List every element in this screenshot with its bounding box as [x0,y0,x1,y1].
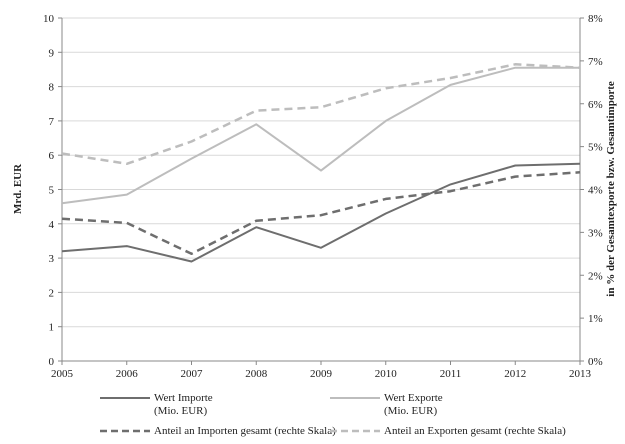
left-tick-label: 2 [49,287,55,299]
left-tick-label: 0 [49,356,55,368]
left-tick-label: 7 [49,116,55,128]
right-axis-ticks: 0% 1% 2% 3% 4% 5% 6% 7% 8% [580,13,603,368]
right-tick-label: 8% [588,13,603,25]
legend-label-importe: Wert Importe [154,392,213,404]
x-tick-label: 2006 [116,368,139,380]
left-tick-label: 1 [49,322,55,334]
right-tick-label: 7% [588,56,603,68]
series-line-1 [61,162,581,263]
legend-label-exporte-unit: (Mio. EUR) [384,405,438,417]
left-tick-label: 3 [49,253,55,265]
legend: Wert Importe (Mio. EUR) Wert Exporte (Mi… [100,392,566,437]
right-tick-label: 3% [588,227,603,239]
right-tick-label: 1% [588,313,603,325]
x-tick-label: 2005 [51,368,74,380]
series-lines [61,63,581,263]
left-tick-label: 8 [49,82,55,94]
x-tick-label: 2008 [245,368,268,380]
right-tick-label: 2% [588,270,603,282]
left-tick-label: 9 [49,47,55,59]
x-tick-label: 2009 [310,368,333,380]
right-tick-label: 6% [588,99,603,111]
left-tick-label: 10 [43,13,55,25]
x-axis-ticks: 2005 2006 2007 2008 2009 2010 2011 2012 2013 [51,361,592,380]
x-tick-label: 2013 [569,368,592,380]
x-tick-label: 2012 [504,368,526,380]
left-tick-label: 6 [49,150,55,162]
series-line-3 [61,171,581,256]
left-axis-title: Mrd. EUR [12,163,24,214]
left-tick-label: 4 [49,219,55,231]
legend-label-anteil-importe: Anteil an Importen gesamt (rechte Skala) [154,425,336,437]
legend-label-exporte: Wert Exporte [384,392,443,404]
gridlines [62,17,580,328]
right-axis-title: in % der Gesamtexporte bzw. Gesamtimport… [605,81,617,297]
x-tick-label: 2007 [181,368,204,380]
left-tick-label: 5 [49,185,55,197]
legend-label-importe-unit: (Mio. EUR) [154,405,208,417]
x-tick-label: 2011 [440,368,462,380]
series-line-2 [61,66,580,205]
left-axis-ticks: 0 1 2 3 4 5 6 7 8 9 10 [43,13,62,368]
right-tick-label: 5% [588,142,603,154]
right-tick-label: 0% [588,356,603,368]
series-line-4 [61,63,581,166]
legend-label-anteil-exporte: Anteil an Exporten gesamt (rechte Skala) [384,425,566,437]
x-tick-label: 2010 [375,368,398,380]
right-tick-label: 4% [588,185,603,197]
